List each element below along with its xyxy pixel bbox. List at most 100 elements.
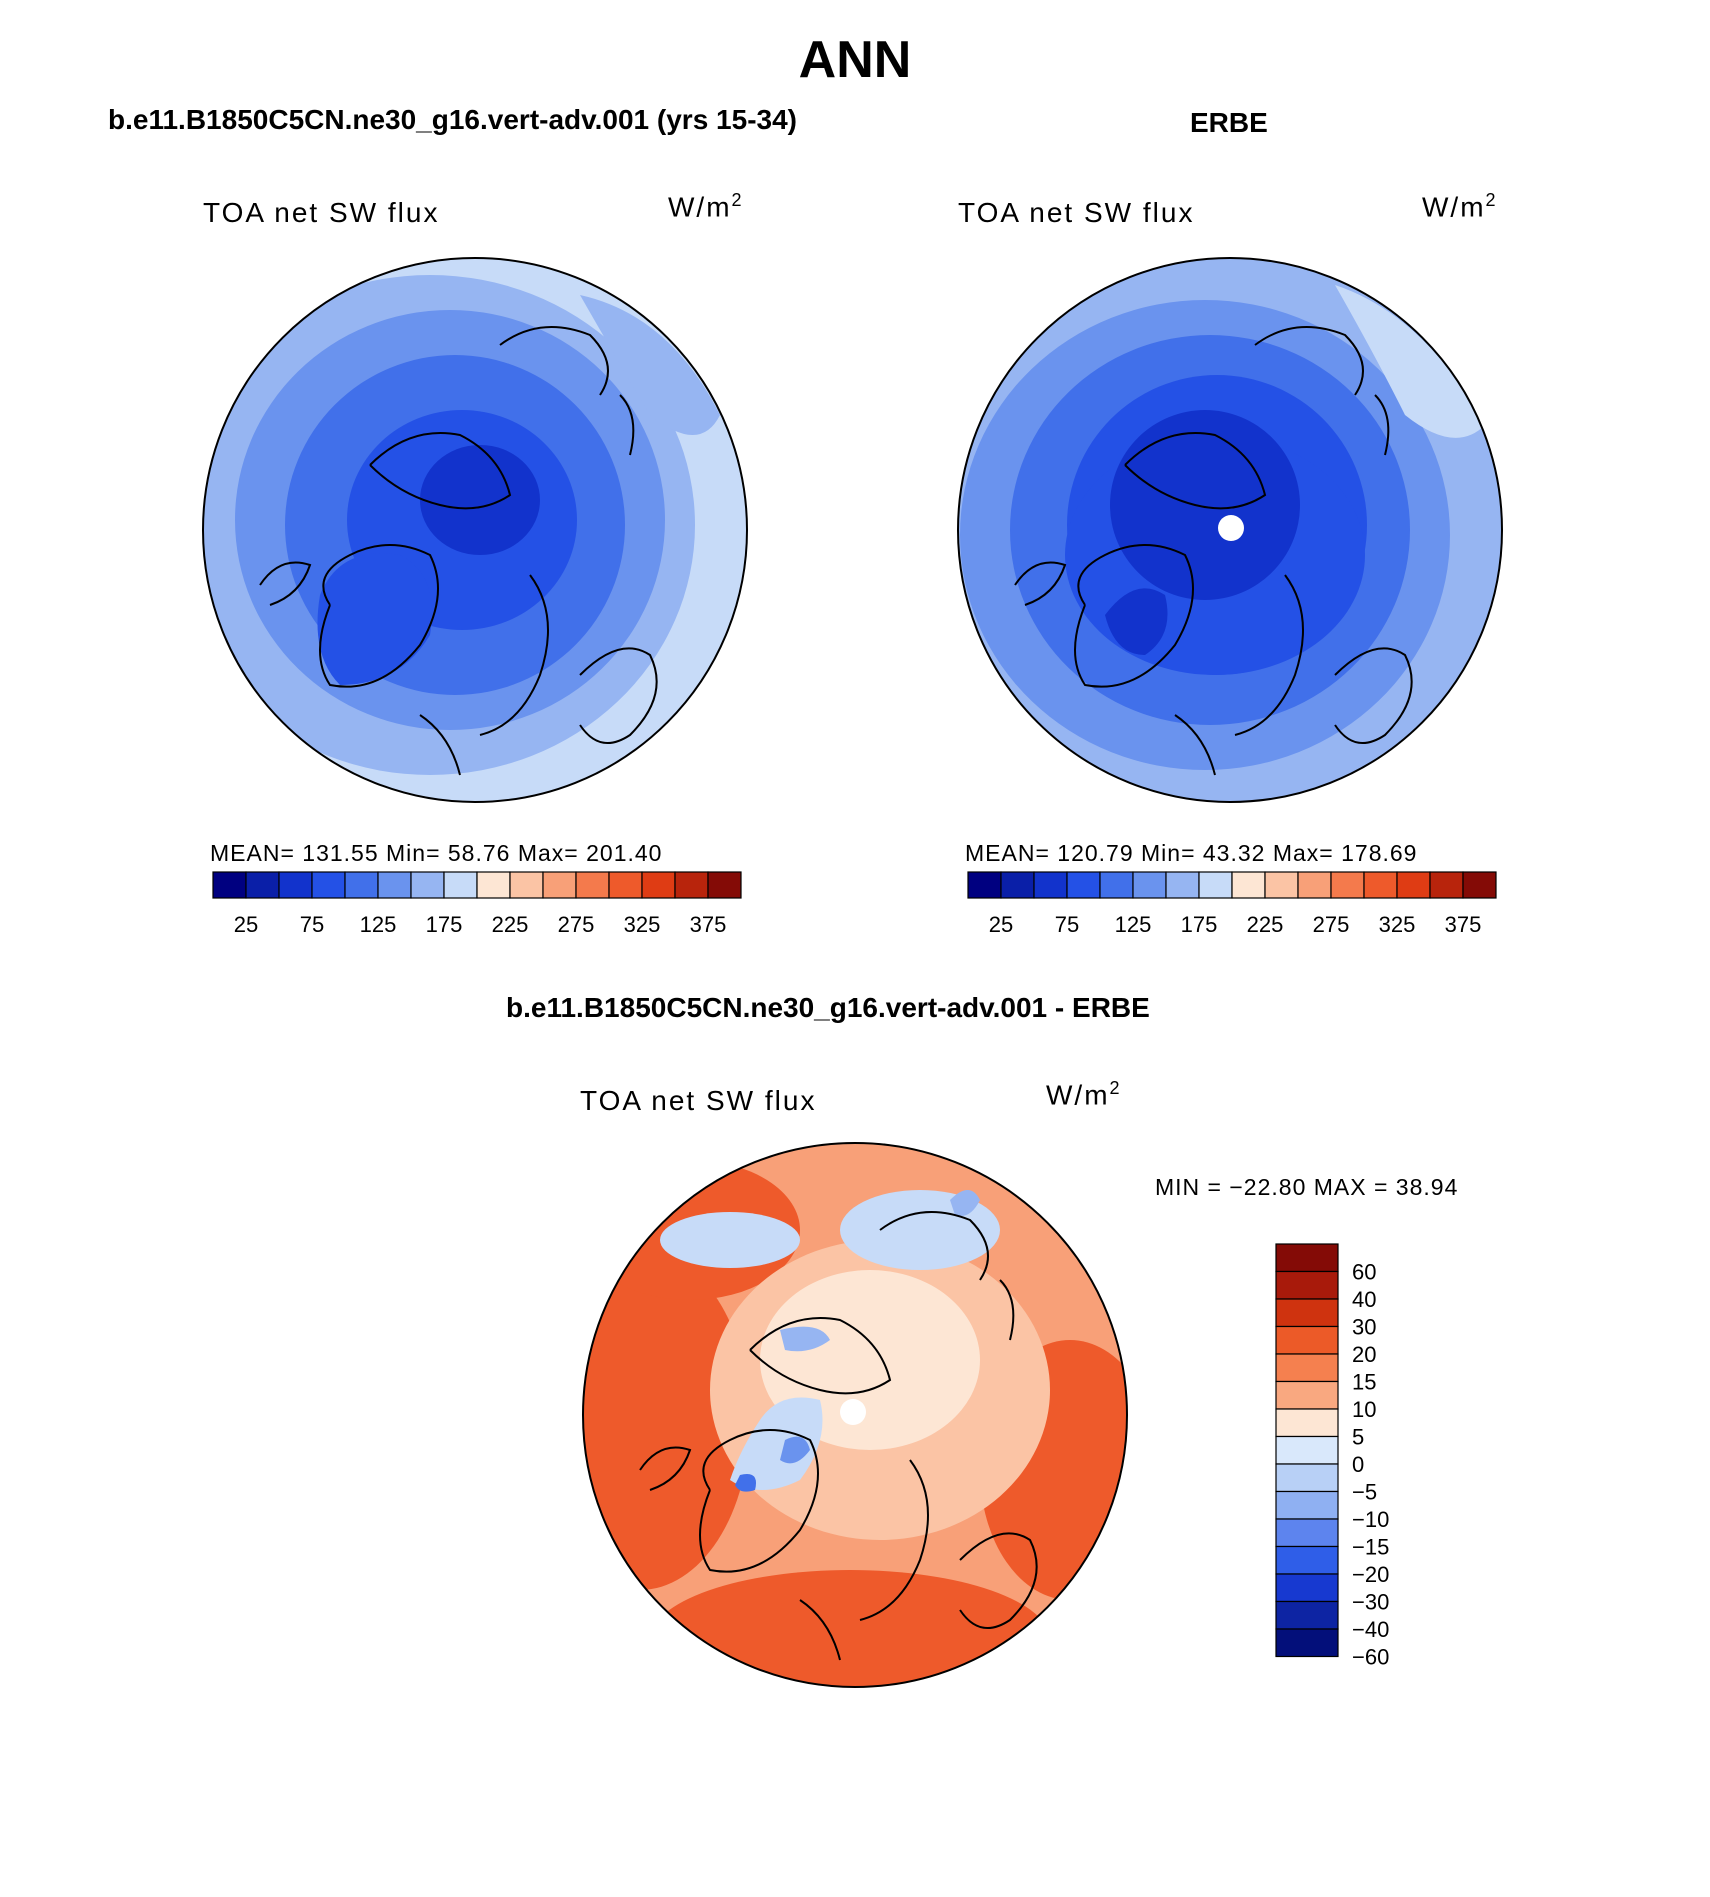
colorbar-tick-label: −20: [1352, 1562, 1389, 1587]
colorbar-swatch: [1000, 871, 1035, 899]
colorbar-swatch: [344, 871, 379, 899]
colorbar-swatch: [707, 871, 742, 899]
colorbar-swatch: [967, 871, 1002, 899]
colorbar-swatch: [1066, 871, 1101, 899]
diff-polar-map: [582, 1142, 1128, 1688]
colorbar-tick-label: 275: [558, 912, 595, 937]
colorbar-tick-label: 60: [1352, 1260, 1376, 1285]
colorbar-swatch: [1275, 1463, 1339, 1493]
map-band: [780, 1326, 830, 1352]
map-band: [1335, 285, 1485, 438]
colorbar-swatch: [1363, 871, 1398, 899]
colorbar-tick-label: −60: [1352, 1645, 1389, 1670]
colorbar-swatch: [1275, 1353, 1339, 1383]
coastlines: [639, 1211, 1038, 1661]
colorbar-tick-label: 25: [234, 912, 258, 937]
diff-stats: MIN = −22.80 MAX = 38.94: [1155, 1174, 1459, 1200]
colorbar-swatch: [1330, 871, 1365, 899]
map-band: [730, 1397, 823, 1490]
colorbar-swatch: [1275, 1325, 1339, 1355]
colorbar-swatch: [1275, 1243, 1339, 1273]
missing-data-pole: [1218, 515, 1244, 541]
colorbar-tick-label: 10: [1352, 1397, 1376, 1422]
colorbar-swatch: [443, 871, 478, 899]
colorbar-swatch: [1275, 1380, 1339, 1410]
colorbar-swatch: [311, 871, 346, 899]
colorbar-tick-label: 275: [1313, 912, 1350, 937]
diff-plot-label: TOA net SW flux: [580, 1085, 817, 1116]
colorbar-swatch: [212, 871, 247, 899]
map-band: [1110, 410, 1300, 600]
colorbar-tick-label: 30: [1352, 1315, 1376, 1340]
map-band: [317, 553, 432, 685]
left-plot-label: TOA net SW flux: [203, 197, 440, 228]
colorbar-swatch: [674, 871, 709, 899]
colorbar-tick-label: 375: [1445, 912, 1482, 937]
colorbar-tick-label: 375: [690, 912, 727, 937]
colorbar-tick-label: −15: [1352, 1535, 1389, 1560]
colorbar-swatch: [1396, 871, 1431, 899]
diff-units: W/m2: [1046, 1078, 1122, 1111]
colorbar-swatch: [1275, 1408, 1339, 1438]
colorbar-tick-label: −40: [1352, 1617, 1389, 1642]
right-units: W/m2: [1422, 190, 1498, 223]
colorbar-tick-label: 20: [1352, 1342, 1376, 1367]
colorbar-tick-label: 5: [1352, 1425, 1364, 1450]
colorbar-swatch: [509, 871, 544, 899]
map-band: [580, 295, 720, 435]
colorbar-tick-label: 325: [1379, 912, 1416, 937]
colorbar-swatch: [1429, 871, 1464, 899]
colorbar-swatch: [1275, 1628, 1339, 1658]
map-band: [780, 1436, 810, 1464]
left-stats: MEAN= 131.55 Min= 58.76 Max= 201.40: [210, 840, 663, 866]
left-units: W/m2: [668, 190, 744, 223]
colorbar-swatch: [1275, 1270, 1339, 1300]
left-panel-header: b.e11.B1850C5CN.ne30_g16.vert-adv.001 (y…: [108, 104, 797, 135]
colorbar-swatch: [476, 871, 511, 899]
colorbar-swatch: [1231, 871, 1266, 899]
colorbar-tick-label: 125: [360, 912, 397, 937]
colorbar-tick-label: 0: [1352, 1452, 1364, 1477]
colorbar-swatch: [1275, 1435, 1339, 1465]
colorbar-tick-label: 25: [989, 912, 1013, 937]
colorbar-tick-label: 40: [1352, 1287, 1376, 1312]
map-border: [957, 257, 1503, 803]
colorbar-swatch: [641, 871, 676, 899]
colorbar-swatch: [542, 871, 577, 899]
colorbar-swatch: [1275, 1545, 1339, 1575]
colorbar-swatch: [1198, 871, 1233, 899]
colorbar-tick-label: 75: [1055, 912, 1079, 937]
map-band: [735, 1474, 756, 1492]
colorbar-tick-label: 325: [624, 912, 661, 937]
right-stats: MEAN= 120.79 Min= 43.32 Max= 178.69: [965, 840, 1418, 866]
map-border: [582, 1142, 1128, 1688]
colorbar-swatch: [410, 871, 445, 899]
colorbar-swatch: [1033, 871, 1068, 899]
colorbar-swatch: [1264, 871, 1299, 899]
colorbar-swatch: [1275, 1600, 1339, 1630]
colorbar-swatch: [1132, 871, 1167, 899]
colorbar-swatch: [278, 871, 313, 899]
colorbar-tick-label: 175: [1181, 912, 1218, 937]
right-colorbar: 25 75 125 175 225 275 325 375: [967, 871, 1497, 937]
right-panel-header: ERBE: [1190, 107, 1268, 138]
map-band: [420, 445, 540, 555]
left-colorbar: 25 75 125 175 225 275 325 375: [212, 871, 742, 937]
colorbar-tick-label: 225: [1247, 912, 1284, 937]
colorbar-tick-label: −5: [1352, 1480, 1377, 1505]
colorbar-swatch: [1165, 871, 1200, 899]
colorbar-swatch: [1462, 871, 1497, 899]
colorbar-tick-label: 75: [300, 912, 324, 937]
colorbar-swatch: [377, 871, 412, 899]
figure-title: ANN: [798, 31, 912, 89]
map-band: [660, 1212, 800, 1268]
diff-panel-header: b.e11.B1850C5CN.ne30_g16.vert-adv.001 - …: [506, 992, 1150, 1023]
colorbar-swatch: [608, 871, 643, 899]
map-band: [950, 1190, 980, 1216]
colorbar-swatch: [1297, 871, 1332, 899]
colorbar-swatch: [1275, 1298, 1339, 1328]
colorbar-swatch: [1275, 1490, 1339, 1520]
map-border: [202, 257, 748, 803]
colorbar-tick-label: 15: [1352, 1370, 1376, 1395]
